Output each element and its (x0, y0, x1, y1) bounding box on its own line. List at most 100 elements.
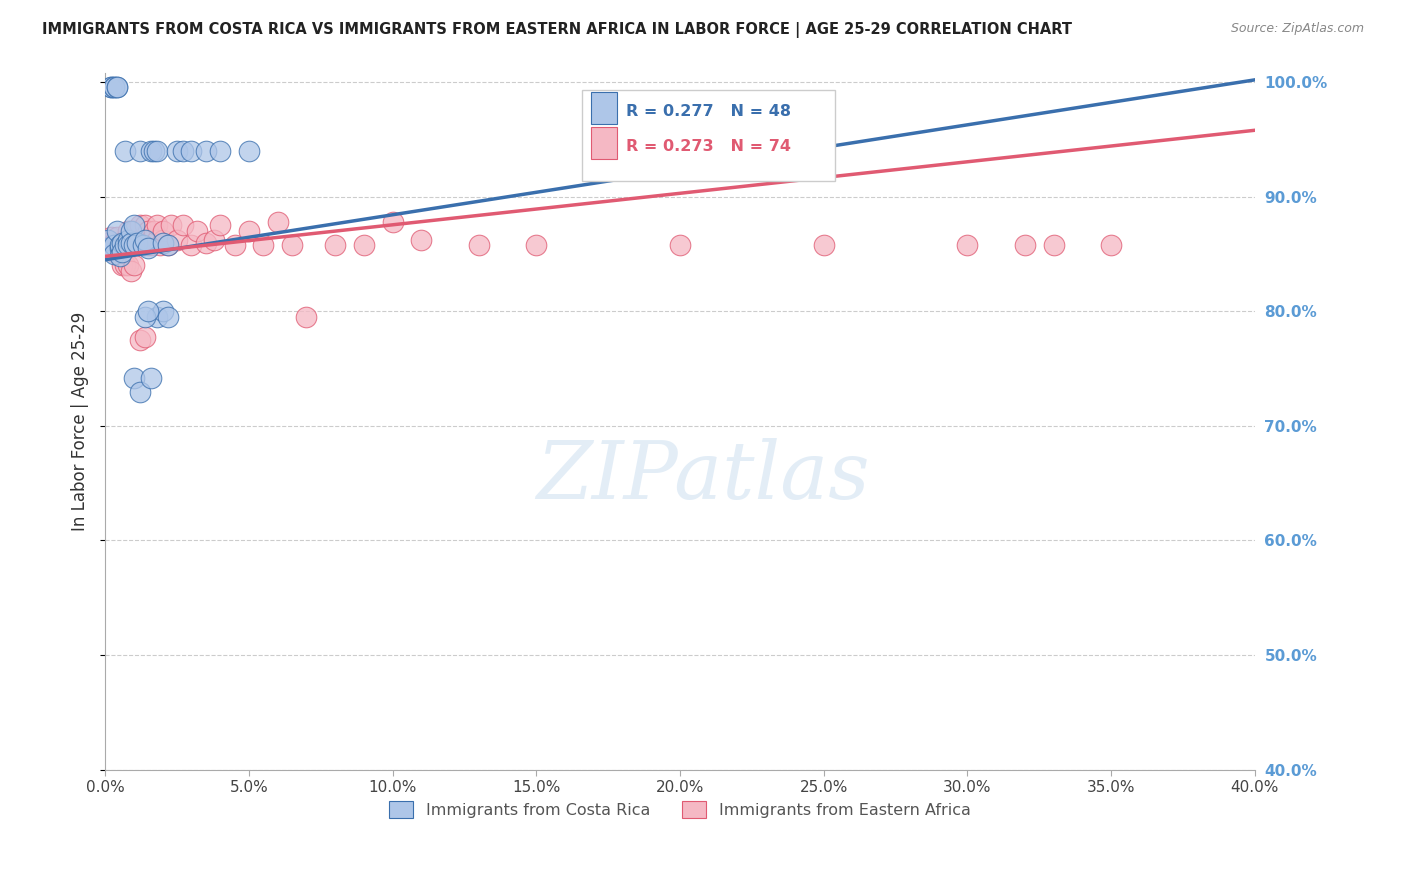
Point (134, 233, 156, 247)
Point (100, 79, 122, 94)
Point (105, 79, 128, 94)
Point (141, 144, 163, 158)
Point (114, 259, 136, 273)
FancyBboxPatch shape (582, 90, 835, 181)
Point (172, 144, 194, 158)
Point (105, 238, 128, 252)
Point (111, 235, 134, 250)
Point (813, 238, 835, 252)
Point (103, 247, 125, 261)
Point (160, 219, 183, 233)
Point (166, 144, 188, 158)
Point (157, 238, 180, 252)
Point (238, 144, 260, 158)
Point (122, 224, 145, 238)
Point (143, 224, 166, 238)
Point (108, 238, 131, 252)
Point (252, 238, 274, 252)
Point (120, 224, 142, 238)
Point (524, 238, 547, 252)
Point (204, 233, 226, 247)
Point (108, 249, 131, 263)
Point (157, 238, 180, 252)
Point (111, 244, 134, 259)
Point (103, 241, 125, 255)
Y-axis label: In Labor Force | Age 25-29: In Labor Force | Age 25-29 (72, 311, 89, 531)
Point (131, 238, 153, 252)
Point (172, 219, 194, 233)
Point (114, 238, 136, 252)
Point (122, 259, 145, 273)
Point (381, 215, 404, 229)
Point (122, 371, 145, 385)
Point (266, 215, 288, 229)
Point (141, 238, 163, 252)
Point (411, 233, 433, 247)
Point (166, 233, 188, 247)
Point (125, 233, 148, 247)
Point (114, 238, 136, 252)
Point (1099, 238, 1122, 252)
Point (152, 304, 174, 318)
Point (105, 224, 128, 238)
Point (108, 241, 131, 255)
Point (134, 310, 156, 324)
Point (117, 224, 139, 238)
Point (114, 144, 136, 158)
Point (224, 238, 246, 252)
Point (111, 235, 134, 250)
Point (128, 384, 150, 399)
Point (157, 310, 180, 324)
Point (194, 235, 217, 250)
Point (136, 304, 159, 318)
Point (103, 79, 125, 94)
Point (97, 241, 120, 255)
Legend: Immigrants from Costa Rica, Immigrants from Eastern Africa: Immigrants from Costa Rica, Immigrants f… (382, 795, 977, 824)
Point (111, 259, 134, 273)
FancyBboxPatch shape (592, 128, 617, 159)
Point (136, 241, 159, 255)
Point (100, 79, 122, 94)
Point (100, 230, 122, 244)
FancyBboxPatch shape (592, 93, 617, 124)
Point (100, 238, 122, 252)
Point (180, 144, 202, 158)
Point (295, 310, 318, 324)
Point (468, 238, 491, 252)
Point (108, 235, 131, 250)
Point (353, 238, 375, 252)
Point (117, 238, 139, 252)
Point (97, 241, 120, 255)
Point (134, 329, 156, 343)
Point (146, 144, 169, 158)
Point (103, 244, 125, 259)
Point (146, 233, 169, 247)
Point (152, 233, 174, 247)
Point (669, 238, 692, 252)
Point (117, 233, 139, 247)
Point (134, 219, 156, 233)
Point (117, 259, 139, 273)
Point (281, 238, 304, 252)
Point (117, 238, 139, 252)
Point (141, 371, 163, 385)
Point (103, 235, 125, 250)
Point (131, 230, 153, 244)
Point (149, 238, 172, 252)
Point (125, 235, 148, 250)
Text: R = 0.273   N = 74: R = 0.273 N = 74 (626, 138, 792, 153)
Point (1042, 238, 1064, 252)
Point (956, 238, 979, 252)
Point (134, 233, 156, 247)
Point (186, 224, 208, 238)
Point (108, 244, 131, 259)
Point (146, 310, 169, 324)
Point (136, 224, 159, 238)
Text: Source: ZipAtlas.com: Source: ZipAtlas.com (1230, 22, 1364, 36)
Point (136, 238, 159, 252)
Point (120, 235, 142, 250)
Point (194, 144, 217, 158)
Point (152, 224, 174, 238)
Point (114, 233, 136, 247)
Point (97, 233, 120, 247)
